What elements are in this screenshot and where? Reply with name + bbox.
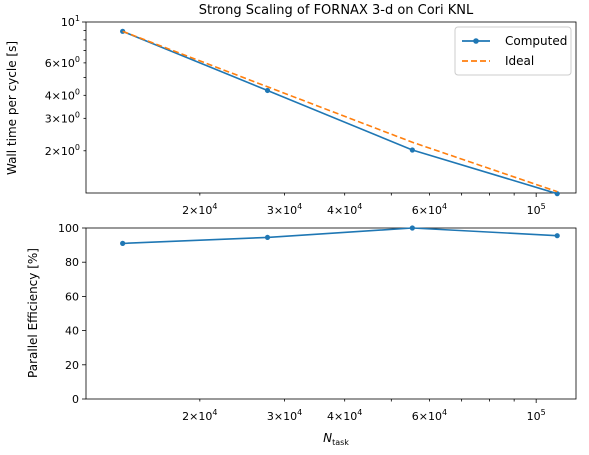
top-y-tick-label: 101	[61, 14, 80, 29]
bottom-x-tick-label: 6×104	[412, 408, 447, 423]
bottom-panel: Parallel Efficiency [%] 2×104 3×104 4×104 6…	[26, 222, 577, 447]
legend-computed-label: Computed	[505, 34, 567, 48]
top-y-tick-label: 4×100	[45, 87, 80, 102]
legend-ideal-label: Ideal	[505, 54, 534, 68]
bottom-y-axis-label: Parallel Efficiency [%]	[26, 248, 40, 378]
top-panel: Strong Scaling of FORNAX 3-d on Cori KNL…	[5, 3, 577, 217]
x-label-base: N	[323, 431, 332, 445]
bottom-x-axis-label: Ntask	[323, 431, 349, 447]
top-x-tick-label: 105	[527, 202, 546, 217]
top-y-tick-label: 2×100	[45, 143, 80, 158]
top-series-group	[120, 28, 560, 197]
bottom-y-tick-label: 60	[65, 290, 79, 303]
ideal-line	[122, 30, 558, 193]
efficiency-point	[554, 233, 560, 239]
bottom-x-tick-label: 4×104	[327, 408, 362, 423]
computed-point	[409, 147, 415, 153]
bottom-y-tick-label: 20	[65, 359, 79, 372]
efficiency-point	[264, 234, 271, 241]
legend: Computed Ideal	[454, 26, 572, 76]
computed-point	[554, 191, 560, 197]
chart-title: Strong Scaling of FORNAX 3-d on Cori KNL	[199, 3, 474, 18]
efficiency-point	[120, 240, 126, 246]
top-y-axis-label: Wall time per cycle [s]	[5, 41, 19, 175]
bottom-y-tick-label: 40	[65, 325, 79, 338]
bottom-axis-ticks: 2×104 3×104 4×104 6×104 105 0 20 40 60 80 100	[58, 222, 546, 423]
top-x-tick-label: 2×104	[182, 202, 217, 217]
bottom-y-tick-label: 80	[65, 256, 79, 269]
top-axis-ticks: 2×104 3×104 4×104 6×104 105 101 6×100 4×100 3×10…	[45, 14, 546, 217]
top-plot-frame	[85, 21, 577, 194]
bottom-x-tick-label: 105	[527, 408, 546, 423]
top-x-tick-label: 4×104	[327, 202, 362, 217]
efficiency-line	[122, 227, 558, 245]
bottom-x-tick-label: 2×104	[182, 408, 217, 423]
computed-line	[122, 30, 558, 195]
bottom-y-tick-label: 100	[58, 222, 79, 235]
legend-computed-marker	[473, 38, 479, 44]
x-label-subscript: task	[332, 438, 349, 447]
top-y-tick-label: 3×100	[45, 110, 80, 125]
bottom-series-group	[120, 225, 560, 246]
top-y-tick-label: 6×100	[45, 55, 80, 70]
top-x-tick-label: 6×104	[412, 202, 447, 217]
bottom-x-tick-label: 3×104	[267, 408, 302, 423]
bottom-y-tick-label: 0	[72, 393, 79, 406]
legend-box	[454, 26, 572, 76]
top-x-tick-label: 3×104	[267, 202, 302, 217]
efficiency-point	[409, 225, 415, 231]
bottom-plot-frame	[85, 227, 577, 400]
computed-point	[264, 87, 271, 94]
